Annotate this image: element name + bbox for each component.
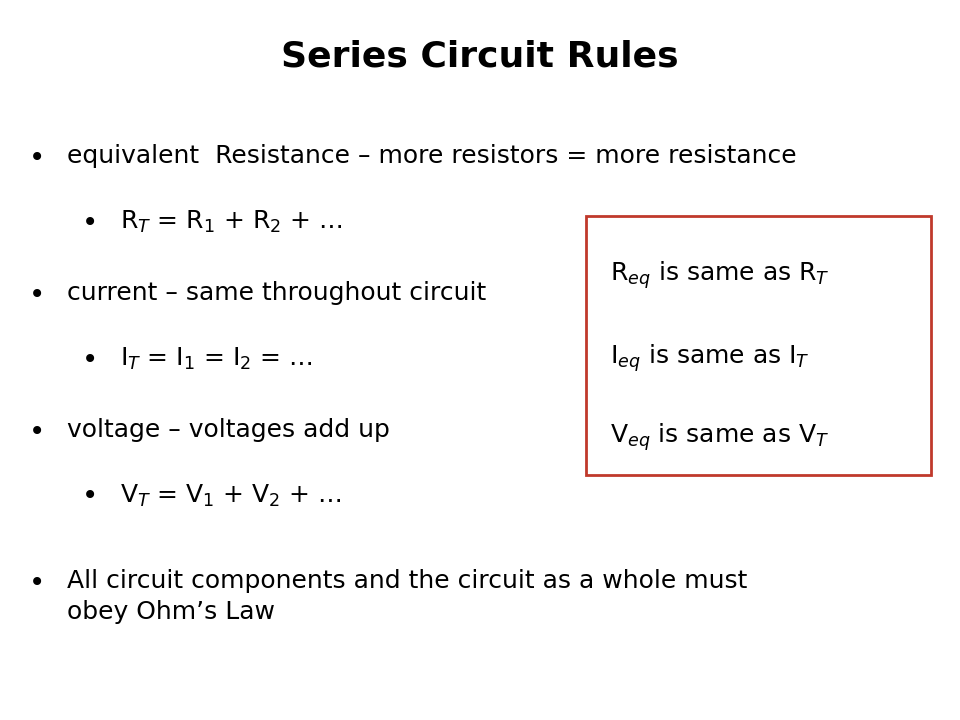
Text: voltage – voltages add up: voltage – voltages add up bbox=[67, 418, 390, 441]
Text: current – same throughout circuit: current – same throughout circuit bbox=[67, 281, 487, 305]
Text: •: • bbox=[82, 482, 98, 510]
Text: All circuit components and the circuit as a whole must
obey Ohm’s Law: All circuit components and the circuit a… bbox=[67, 569, 748, 624]
Text: V$_T$ = V$_1$ + V$_2$ + …: V$_T$ = V$_1$ + V$_2$ + … bbox=[120, 482, 342, 508]
Text: •: • bbox=[82, 346, 98, 374]
Text: R$_T$ = R$_1$ + R$_2$ + …: R$_T$ = R$_1$ + R$_2$ + … bbox=[120, 209, 343, 235]
Text: R$_{eq}$ is same as R$_T$: R$_{eq}$ is same as R$_T$ bbox=[610, 259, 829, 291]
Text: •: • bbox=[82, 209, 98, 237]
Text: I$_T$ = I$_1$ = I$_2$ = …: I$_T$ = I$_1$ = I$_2$ = … bbox=[120, 346, 312, 372]
Text: I$_{eq}$ is same as I$_T$: I$_{eq}$ is same as I$_T$ bbox=[610, 342, 809, 374]
FancyBboxPatch shape bbox=[586, 216, 931, 475]
Text: •: • bbox=[29, 418, 45, 446]
Text: Series Circuit Rules: Series Circuit Rules bbox=[281, 40, 679, 73]
Text: •: • bbox=[29, 281, 45, 309]
Text: •: • bbox=[29, 144, 45, 172]
Text: V$_{eq}$ is same as V$_T$: V$_{eq}$ is same as V$_T$ bbox=[610, 421, 828, 453]
Text: •: • bbox=[29, 569, 45, 597]
Text: equivalent  Resistance – more resistors = more resistance: equivalent Resistance – more resistors =… bbox=[67, 144, 797, 168]
